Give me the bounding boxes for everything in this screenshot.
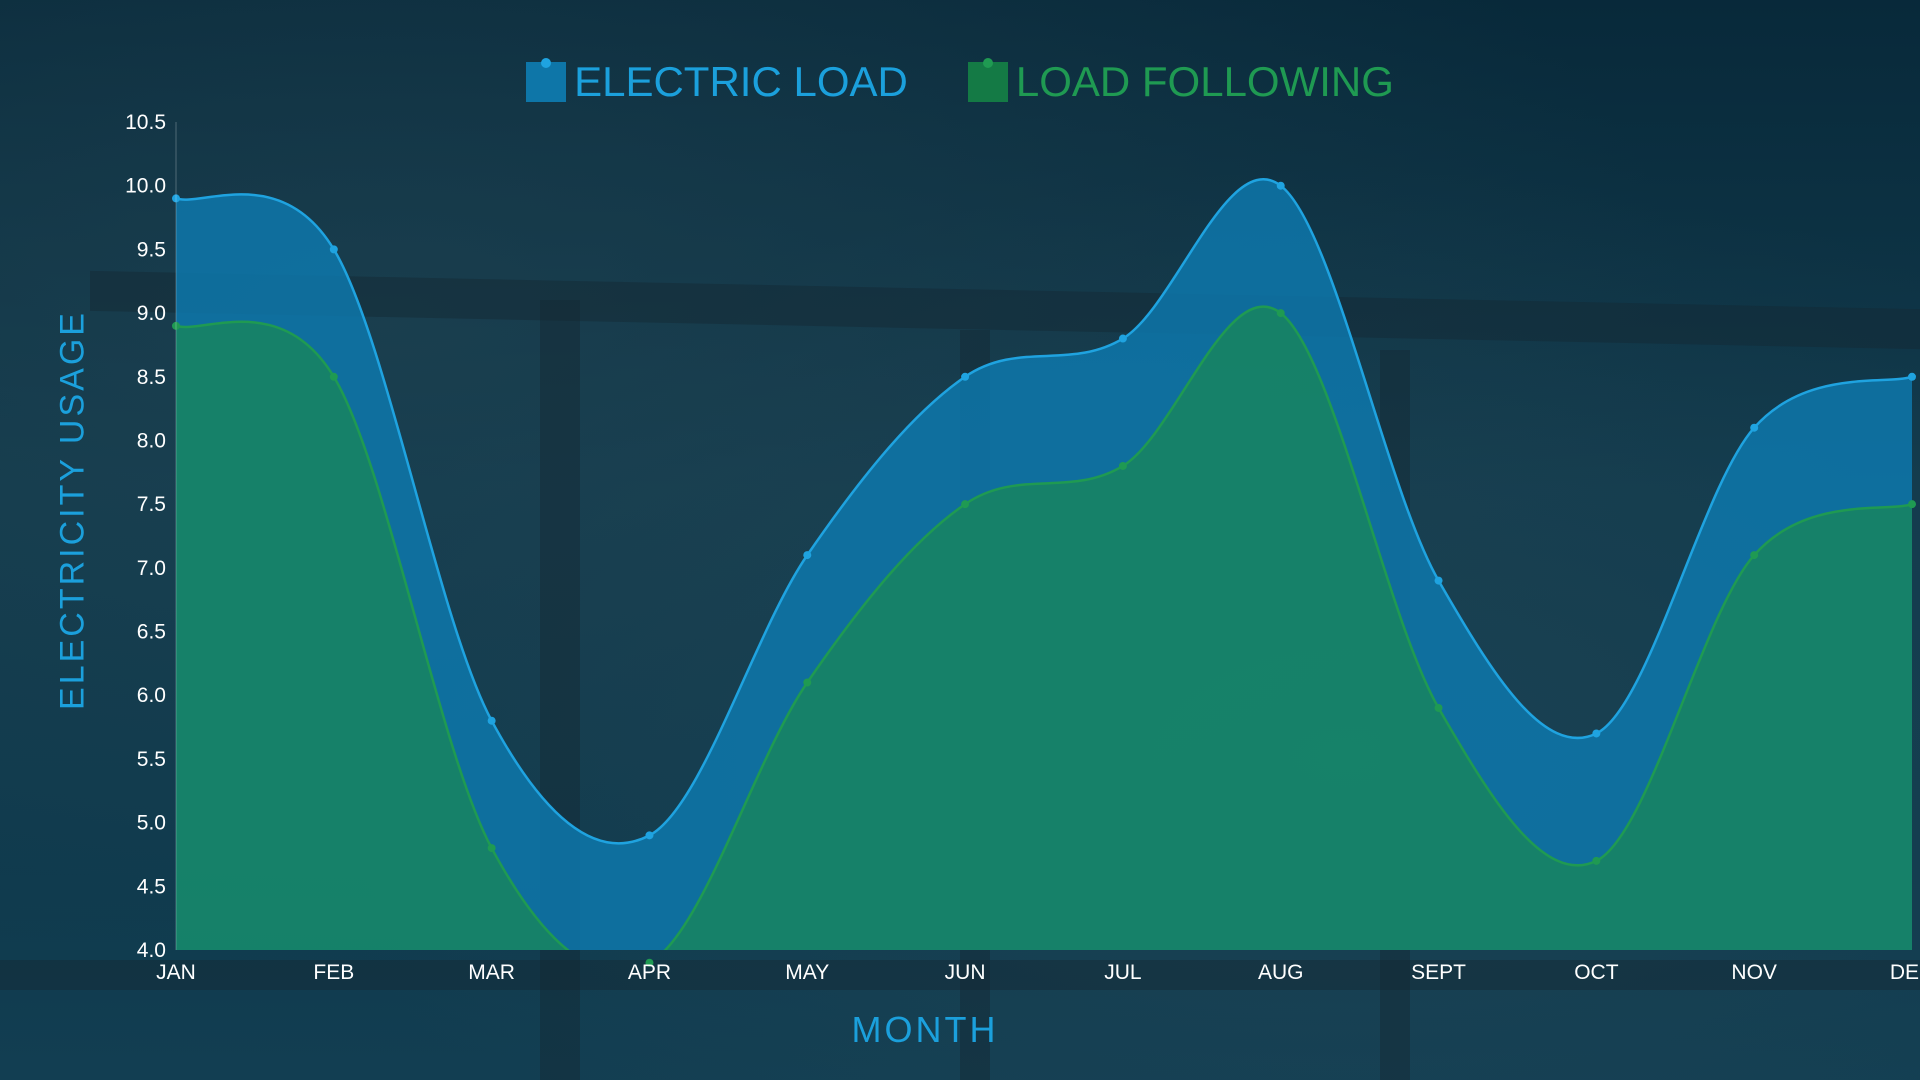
- x-tick-label: MAY: [785, 961, 829, 984]
- y-tick-label: 5.5: [137, 748, 166, 771]
- data-point-electric-load-nov[interactable]: [1750, 423, 1759, 432]
- x-tick-label: JUN: [945, 961, 986, 984]
- y-tick-label: 4.0: [137, 939, 166, 962]
- legend-label-electric-load: ELECTRIC LOAD: [574, 58, 908, 105]
- legend-item-load-following[interactable]: LOAD FOLLOWING: [967, 58, 1394, 106]
- data-point-load-following-oct[interactable]: [1592, 856, 1601, 865]
- data-point-electric-load-feb[interactable]: [329, 245, 338, 254]
- data-point-load-following-may[interactable]: [803, 678, 812, 687]
- y-tick-label: 5.0: [137, 812, 166, 835]
- y-tick-label: 10.0: [125, 175, 166, 198]
- data-point-electric-load-oct[interactable]: [1592, 729, 1601, 738]
- x-tick-label: AUG: [1258, 961, 1304, 984]
- x-tick-label: JAN: [156, 961, 196, 984]
- y-tick-label: 7.5: [137, 493, 166, 516]
- x-tick-label: DEC: [1890, 961, 1920, 984]
- data-point-electric-load-dec[interactable]: [1908, 372, 1916, 381]
- y-axis-ticks: 4.0 4.5 5.0 5.5 6.0 6.5 7.0 7.5 8.0 8.5 9.0 9.5 10.0…: [125, 111, 166, 962]
- series-line-load-following: [176, 305, 1913, 950]
- data-point-electric-load-jun[interactable]: [961, 372, 970, 381]
- data-point-load-following-feb[interactable]: [329, 372, 338, 381]
- y-tick-label: 7.0: [137, 557, 166, 580]
- area-fill-load-following: [176, 306, 1912, 950]
- legend: ELECTRIC LOAD LOAD FOLLOWING: [0, 58, 1920, 106]
- data-point-load-following-mar[interactable]: [487, 844, 496, 853]
- x-tick-label: OCT: [1574, 961, 1619, 984]
- data-point-electric-load-apr[interactable]: [645, 831, 654, 840]
- x-tick-label: SEPT: [1411, 961, 1466, 984]
- legend-swatch-electric-load: [526, 58, 567, 102]
- y-tick-label: 6.0: [137, 684, 166, 707]
- x-axis-ticks: JAN FEB MAR APR MAY JUN JUL AUG SEPT OCT NOV DEC: [156, 961, 1920, 984]
- x-axis-title: MONTH: [851, 1009, 999, 1050]
- legend-swatch-load-following: [967, 58, 1008, 102]
- data-point-load-following-jan[interactable]: [172, 321, 180, 330]
- data-point-load-following-nov[interactable]: [1750, 551, 1759, 560]
- legend-label-load-following: LOAD FOLLOWING: [1015, 58, 1394, 105]
- x-tick-label: APR: [628, 961, 671, 984]
- x-tick-label: FEB: [313, 961, 354, 984]
- x-tick-label: MAR: [468, 961, 515, 984]
- x-tick-label: JUL: [1104, 961, 1141, 984]
- y-axis-title: ELECTRICITY USAGE: [53, 310, 92, 710]
- data-point-electric-load-mar[interactable]: [487, 716, 496, 725]
- x-tick-label: NOV: [1731, 961, 1777, 984]
- data-point-load-following-dec[interactable]: [1908, 500, 1916, 509]
- data-point-load-following-sept[interactable]: [1434, 703, 1443, 712]
- y-tick-label: 4.5: [137, 875, 166, 898]
- y-tick-label: 10.5: [125, 111, 166, 134]
- y-tick-label: 8.0: [137, 429, 166, 452]
- line-series-group: [176, 178, 1913, 950]
- y-tick-label: 6.5: [137, 621, 166, 644]
- data-point-electric-load-may[interactable]: [803, 551, 812, 560]
- data-point-load-following-aug[interactable]: [1276, 309, 1285, 318]
- data-point-electric-load-jan[interactable]: [172, 194, 180, 203]
- data-point-group: [172, 181, 1916, 967]
- data-point-load-following-apr[interactable]: [645, 958, 654, 967]
- backdrop-window-frame: [0, 960, 1920, 990]
- area-series-group: [176, 179, 1912, 950]
- legend-item-electric-load[interactable]: ELECTRIC LOAD: [526, 58, 908, 106]
- y-tick-label: 8.5: [137, 366, 166, 389]
- data-point-load-following-jun[interactable]: [961, 500, 970, 509]
- data-point-load-following-jul[interactable]: [1118, 461, 1127, 470]
- data-point-electric-load-sept[interactable]: [1434, 576, 1443, 585]
- data-point-electric-load-jul[interactable]: [1118, 334, 1127, 343]
- series-line-electric-load: [176, 178, 1913, 845]
- y-tick-label: 9.5: [137, 238, 166, 261]
- data-point-electric-load-aug[interactable]: [1276, 181, 1285, 190]
- y-tick-label: 9.0: [137, 302, 166, 325]
